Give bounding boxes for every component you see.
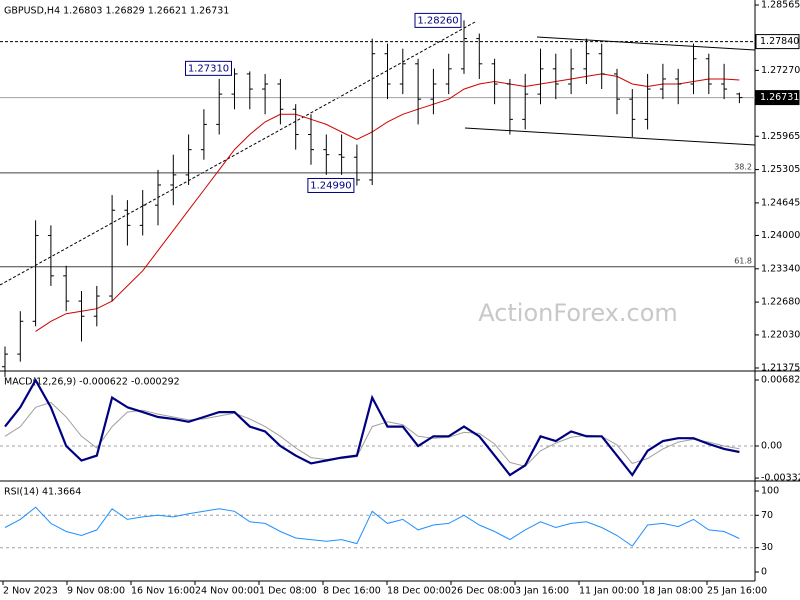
y-tick-label: 1.28565 bbox=[761, 0, 800, 10]
moving-average bbox=[35, 73, 740, 332]
rsi-line bbox=[4, 506, 740, 547]
channel-lower bbox=[464, 127, 756, 146]
y-tick-label: 100 bbox=[761, 486, 779, 497]
y-tick-label: 1.21375 bbox=[761, 362, 800, 373]
macd-line bbox=[4, 401, 740, 467]
y-tick-label: 1.27270 bbox=[761, 65, 800, 76]
y-tick-label: 1.25305 bbox=[761, 164, 800, 175]
y-tick-label: 30 bbox=[761, 542, 773, 553]
y-tick-label: 1.24645 bbox=[761, 197, 800, 208]
y-tick-label: 1.24000 bbox=[761, 230, 800, 241]
annotation-box bbox=[185, 60, 232, 76]
y-tick-label: 0 bbox=[761, 566, 767, 577]
x-tick-label: 3 Jan 16:00 bbox=[515, 586, 569, 597]
y-tick-label: 1.23340 bbox=[761, 263, 800, 274]
annotation-box bbox=[414, 12, 462, 28]
x-tick-label: 16 Nov 16:00 bbox=[131, 586, 195, 597]
rsi-title: RSI(14) 41.3664 bbox=[4, 487, 81, 498]
annotation-label: 1.27310 bbox=[188, 63, 229, 74]
panel-frames bbox=[0, 0, 800, 582]
fib-label: 38.2 bbox=[734, 162, 752, 171]
x-tick-label: 18 Jan 08:00 bbox=[643, 586, 703, 597]
annotation-box bbox=[307, 177, 355, 193]
macd-title: MACD(12,26,9) -0.000622 -0.000292 bbox=[4, 377, 180, 388]
annotation-label: 1.24990 bbox=[310, 180, 351, 191]
annotation-label: 1.28260 bbox=[417, 15, 458, 26]
x-tick-label: 24 Nov 00:00 bbox=[195, 586, 259, 597]
trendline bbox=[0, 21, 476, 286]
y-tick-label: 0.00 bbox=[761, 440, 782, 451]
x-tick-label: 9 Nov 08:00 bbox=[67, 586, 125, 597]
y-tick-label: 0.006823 bbox=[761, 374, 800, 385]
channel-upper bbox=[536, 36, 756, 51]
fib-label: 61.8 bbox=[734, 256, 752, 265]
y-tick-label: -0.003321 bbox=[761, 473, 800, 484]
x-tick-label: 11 Jan 00:00 bbox=[579, 586, 639, 597]
y-tick-label: 1.22030 bbox=[761, 329, 800, 340]
y-tick-label: 1.22680 bbox=[761, 297, 800, 308]
y-tick-label: 1.25965 bbox=[761, 131, 800, 142]
x-tick-label: 1 Dec 08:00 bbox=[259, 586, 317, 597]
watermark: ActionForex.com bbox=[478, 299, 678, 327]
y-tick-label: 70 bbox=[761, 510, 773, 521]
price-level-label: 1.27840 bbox=[760, 36, 799, 47]
price-title: GBPUSD,H4 1.26803 1.26829 1.26621 1.2673… bbox=[4, 6, 229, 17]
price-level-box bbox=[755, 90, 800, 106]
x-tick-label: 8 Dec 16:00 bbox=[323, 586, 381, 597]
price-level-label: 1.26731 bbox=[760, 92, 799, 103]
x-tick-label: 2 Nov 2023 bbox=[3, 586, 58, 597]
x-tick-label: 25 Jan 16:00 bbox=[707, 586, 767, 597]
macd-line bbox=[4, 377, 740, 477]
price-level-box bbox=[755, 34, 800, 50]
x-tick-label: 26 Dec 08:00 bbox=[451, 586, 515, 597]
x-tick-label: 18 Dec 00:00 bbox=[387, 586, 451, 597]
